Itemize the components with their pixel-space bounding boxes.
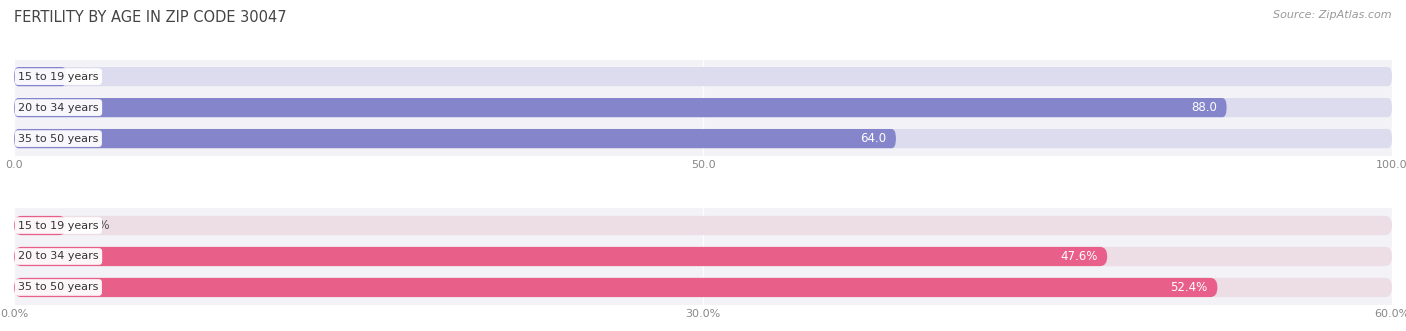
FancyBboxPatch shape <box>14 247 1107 266</box>
Text: 35 to 50 years: 35 to 50 years <box>18 282 98 293</box>
FancyBboxPatch shape <box>14 98 1226 117</box>
FancyBboxPatch shape <box>14 129 1392 148</box>
FancyBboxPatch shape <box>14 278 1392 297</box>
Text: 47.6%: 47.6% <box>1060 250 1098 263</box>
Text: 15 to 19 years: 15 to 19 years <box>18 220 98 230</box>
Text: 0.0%: 0.0% <box>80 219 110 232</box>
Text: 20 to 34 years: 20 to 34 years <box>18 103 98 113</box>
Text: FERTILITY BY AGE IN ZIP CODE 30047: FERTILITY BY AGE IN ZIP CODE 30047 <box>14 10 287 25</box>
FancyBboxPatch shape <box>14 247 1392 266</box>
Text: 52.4%: 52.4% <box>1171 281 1208 294</box>
FancyBboxPatch shape <box>14 129 896 148</box>
FancyBboxPatch shape <box>14 216 66 235</box>
Text: 88.0: 88.0 <box>1191 101 1218 114</box>
FancyBboxPatch shape <box>14 67 1392 86</box>
Text: 0.0: 0.0 <box>80 70 98 83</box>
FancyBboxPatch shape <box>14 216 1392 235</box>
FancyBboxPatch shape <box>14 67 66 86</box>
FancyBboxPatch shape <box>14 98 1392 117</box>
Text: Source: ZipAtlas.com: Source: ZipAtlas.com <box>1274 10 1392 20</box>
FancyBboxPatch shape <box>14 278 1218 297</box>
Text: 15 to 19 years: 15 to 19 years <box>18 71 98 82</box>
Text: 20 to 34 years: 20 to 34 years <box>18 252 98 261</box>
Text: 64.0: 64.0 <box>860 132 886 145</box>
Text: 35 to 50 years: 35 to 50 years <box>18 134 98 144</box>
